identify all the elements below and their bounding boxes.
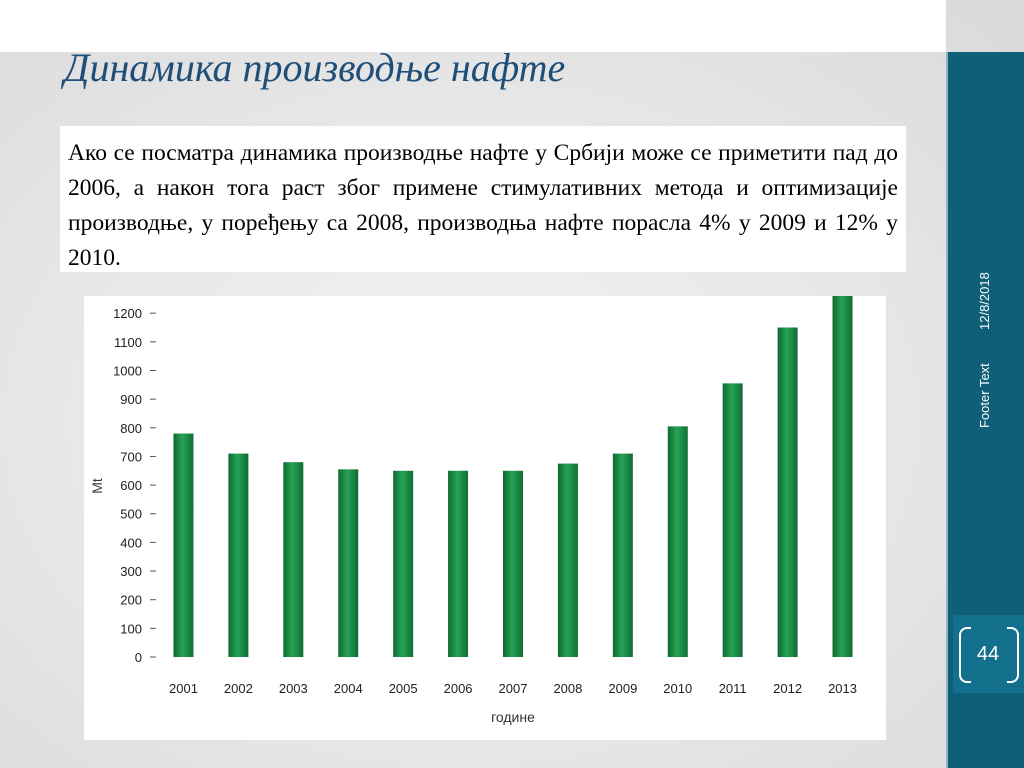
y-tick-label: 700 bbox=[120, 449, 142, 464]
left-brace-icon bbox=[959, 627, 971, 683]
y-tick-label: 900 bbox=[120, 392, 142, 407]
y-tick-label: 1000 bbox=[113, 363, 142, 378]
y-axis-label: Mt bbox=[89, 478, 105, 494]
x-tick-label: 2011 bbox=[719, 681, 747, 696]
x-tick-label: 2006 bbox=[444, 681, 473, 696]
y-tick-label: 100 bbox=[120, 621, 142, 636]
x-tick-label: 2007 bbox=[499, 681, 528, 696]
x-tick-label: 2013 bbox=[828, 681, 857, 696]
bar-2012 bbox=[777, 327, 798, 657]
bar-2003 bbox=[283, 462, 304, 657]
footer-text: Footer Text bbox=[977, 363, 992, 428]
bar-chart: 0 100 200 300 400 500 600 700 800 900 1000 1100 1200… bbox=[89, 296, 857, 725]
bar-2004 bbox=[338, 469, 359, 657]
y-tick-label: 500 bbox=[120, 507, 142, 522]
x-tick-label: 2003 bbox=[279, 681, 308, 696]
y-tick-label: 800 bbox=[120, 421, 142, 436]
x-axis-ticks: 2001 2002 2003 2004 2005 2006 2007 2008 2009 2010… bbox=[169, 681, 857, 696]
y-tick-label: 400 bbox=[120, 535, 142, 550]
x-tick-label: 2009 bbox=[608, 681, 637, 696]
bar-2010 bbox=[667, 426, 688, 657]
page-number-box: 44 bbox=[953, 615, 1024, 693]
bar-2008 bbox=[557, 463, 578, 657]
footer-date: 12/8/2018 bbox=[977, 272, 992, 330]
slide-title: Динамика производње нафте bbox=[64, 45, 566, 90]
bar-2002 bbox=[228, 453, 249, 657]
body-textbox: Ако се посматра динамика производње нафт… bbox=[60, 126, 906, 272]
x-tick-label: 2008 bbox=[553, 681, 582, 696]
x-tick-label: 2001 bbox=[169, 681, 198, 696]
y-tick-label: 200 bbox=[120, 593, 142, 608]
bar-2009 bbox=[612, 453, 633, 657]
bar-2007 bbox=[503, 470, 523, 657]
y-tick-label: 1200 bbox=[113, 306, 142, 321]
y-tick-label: 0 bbox=[135, 650, 142, 665]
x-tick-label: 2010 bbox=[663, 681, 692, 696]
x-tick-label: 2004 bbox=[334, 681, 363, 696]
top-band bbox=[0, 0, 946, 52]
sidebar-edge bbox=[946, 52, 948, 768]
y-tick-label: 300 bbox=[120, 564, 142, 579]
y-tick-label: 1100 bbox=[114, 335, 142, 350]
bar-2011 bbox=[722, 383, 743, 657]
x-tick-label: 2005 bbox=[389, 681, 418, 696]
bars-group bbox=[173, 296, 853, 657]
bar-2005 bbox=[393, 470, 414, 657]
x-tick-label: 2012 bbox=[773, 681, 802, 696]
page-number: 44 bbox=[976, 643, 1000, 665]
right-brace-icon bbox=[1007, 627, 1019, 683]
bar-2001 bbox=[173, 433, 194, 657]
chart-panel: 0 100 200 300 400 500 600 700 800 900 1000 1100 1200… bbox=[84, 296, 886, 740]
body-paragraph: Ако се посматра динамика производње нафт… bbox=[68, 140, 898, 271]
x-axis-label: године bbox=[491, 709, 535, 725]
bar-2006 bbox=[448, 470, 469, 657]
bar-2013 bbox=[832, 296, 853, 657]
y-axis-ticks: 0 100 200 300 400 500 600 700 800 900 1000 1100 1200 bbox=[113, 306, 156, 665]
y-tick-label: 600 bbox=[120, 478, 142, 493]
x-tick-label: 2002 bbox=[224, 681, 253, 696]
